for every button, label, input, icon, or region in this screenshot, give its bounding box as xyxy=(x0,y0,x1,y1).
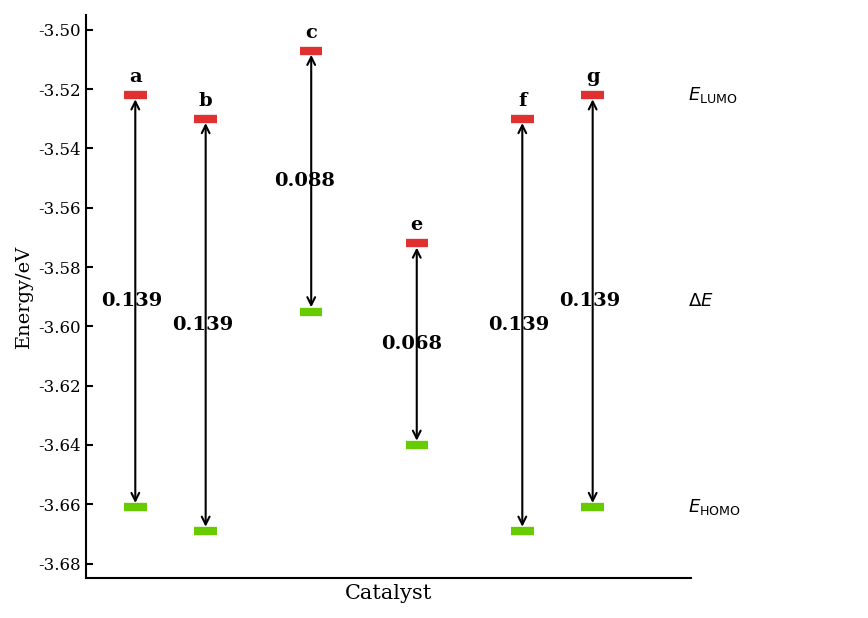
Text: a: a xyxy=(129,68,141,86)
Text: b: b xyxy=(199,92,213,110)
Text: c: c xyxy=(306,23,317,41)
Text: 0.068: 0.068 xyxy=(382,335,443,353)
X-axis label: Catalyst: Catalyst xyxy=(345,584,432,603)
Text: 0.139: 0.139 xyxy=(559,292,620,310)
Text: e: e xyxy=(411,216,423,234)
Text: $E_\mathrm{HOMO}$: $E_\mathrm{HOMO}$ xyxy=(687,497,740,517)
Text: f: f xyxy=(518,92,527,110)
Text: 0.088: 0.088 xyxy=(274,172,336,190)
Text: g: g xyxy=(586,68,600,86)
Text: $\Delta E$: $\Delta E$ xyxy=(687,292,713,310)
Y-axis label: Energy/eV: Energy/eV xyxy=(15,245,33,349)
Text: 0.139: 0.139 xyxy=(172,316,233,334)
Text: 0.139: 0.139 xyxy=(102,292,163,310)
Text: 0.139: 0.139 xyxy=(489,316,549,334)
Text: $E_\mathrm{LUMO}$: $E_\mathrm{LUMO}$ xyxy=(687,85,738,105)
